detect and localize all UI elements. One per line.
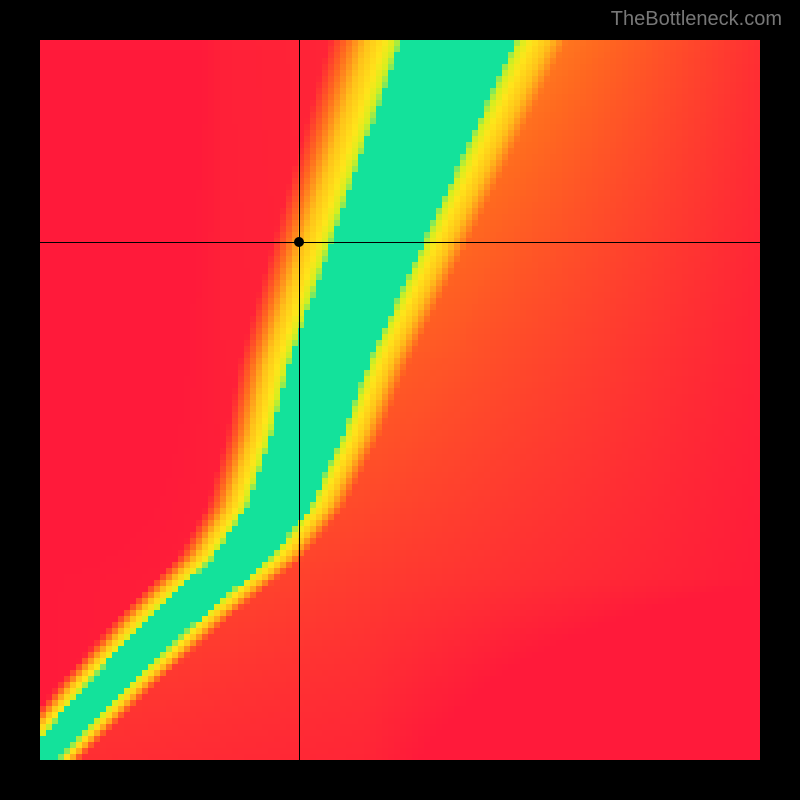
marker-point xyxy=(294,237,304,247)
chart-container: TheBottleneck.com xyxy=(0,0,800,800)
watermark-text: TheBottleneck.com xyxy=(611,8,782,31)
crosshair-horizontal xyxy=(40,242,760,243)
plot-area xyxy=(40,40,760,760)
heatmap-canvas xyxy=(40,40,760,760)
crosshair-vertical xyxy=(299,40,300,760)
